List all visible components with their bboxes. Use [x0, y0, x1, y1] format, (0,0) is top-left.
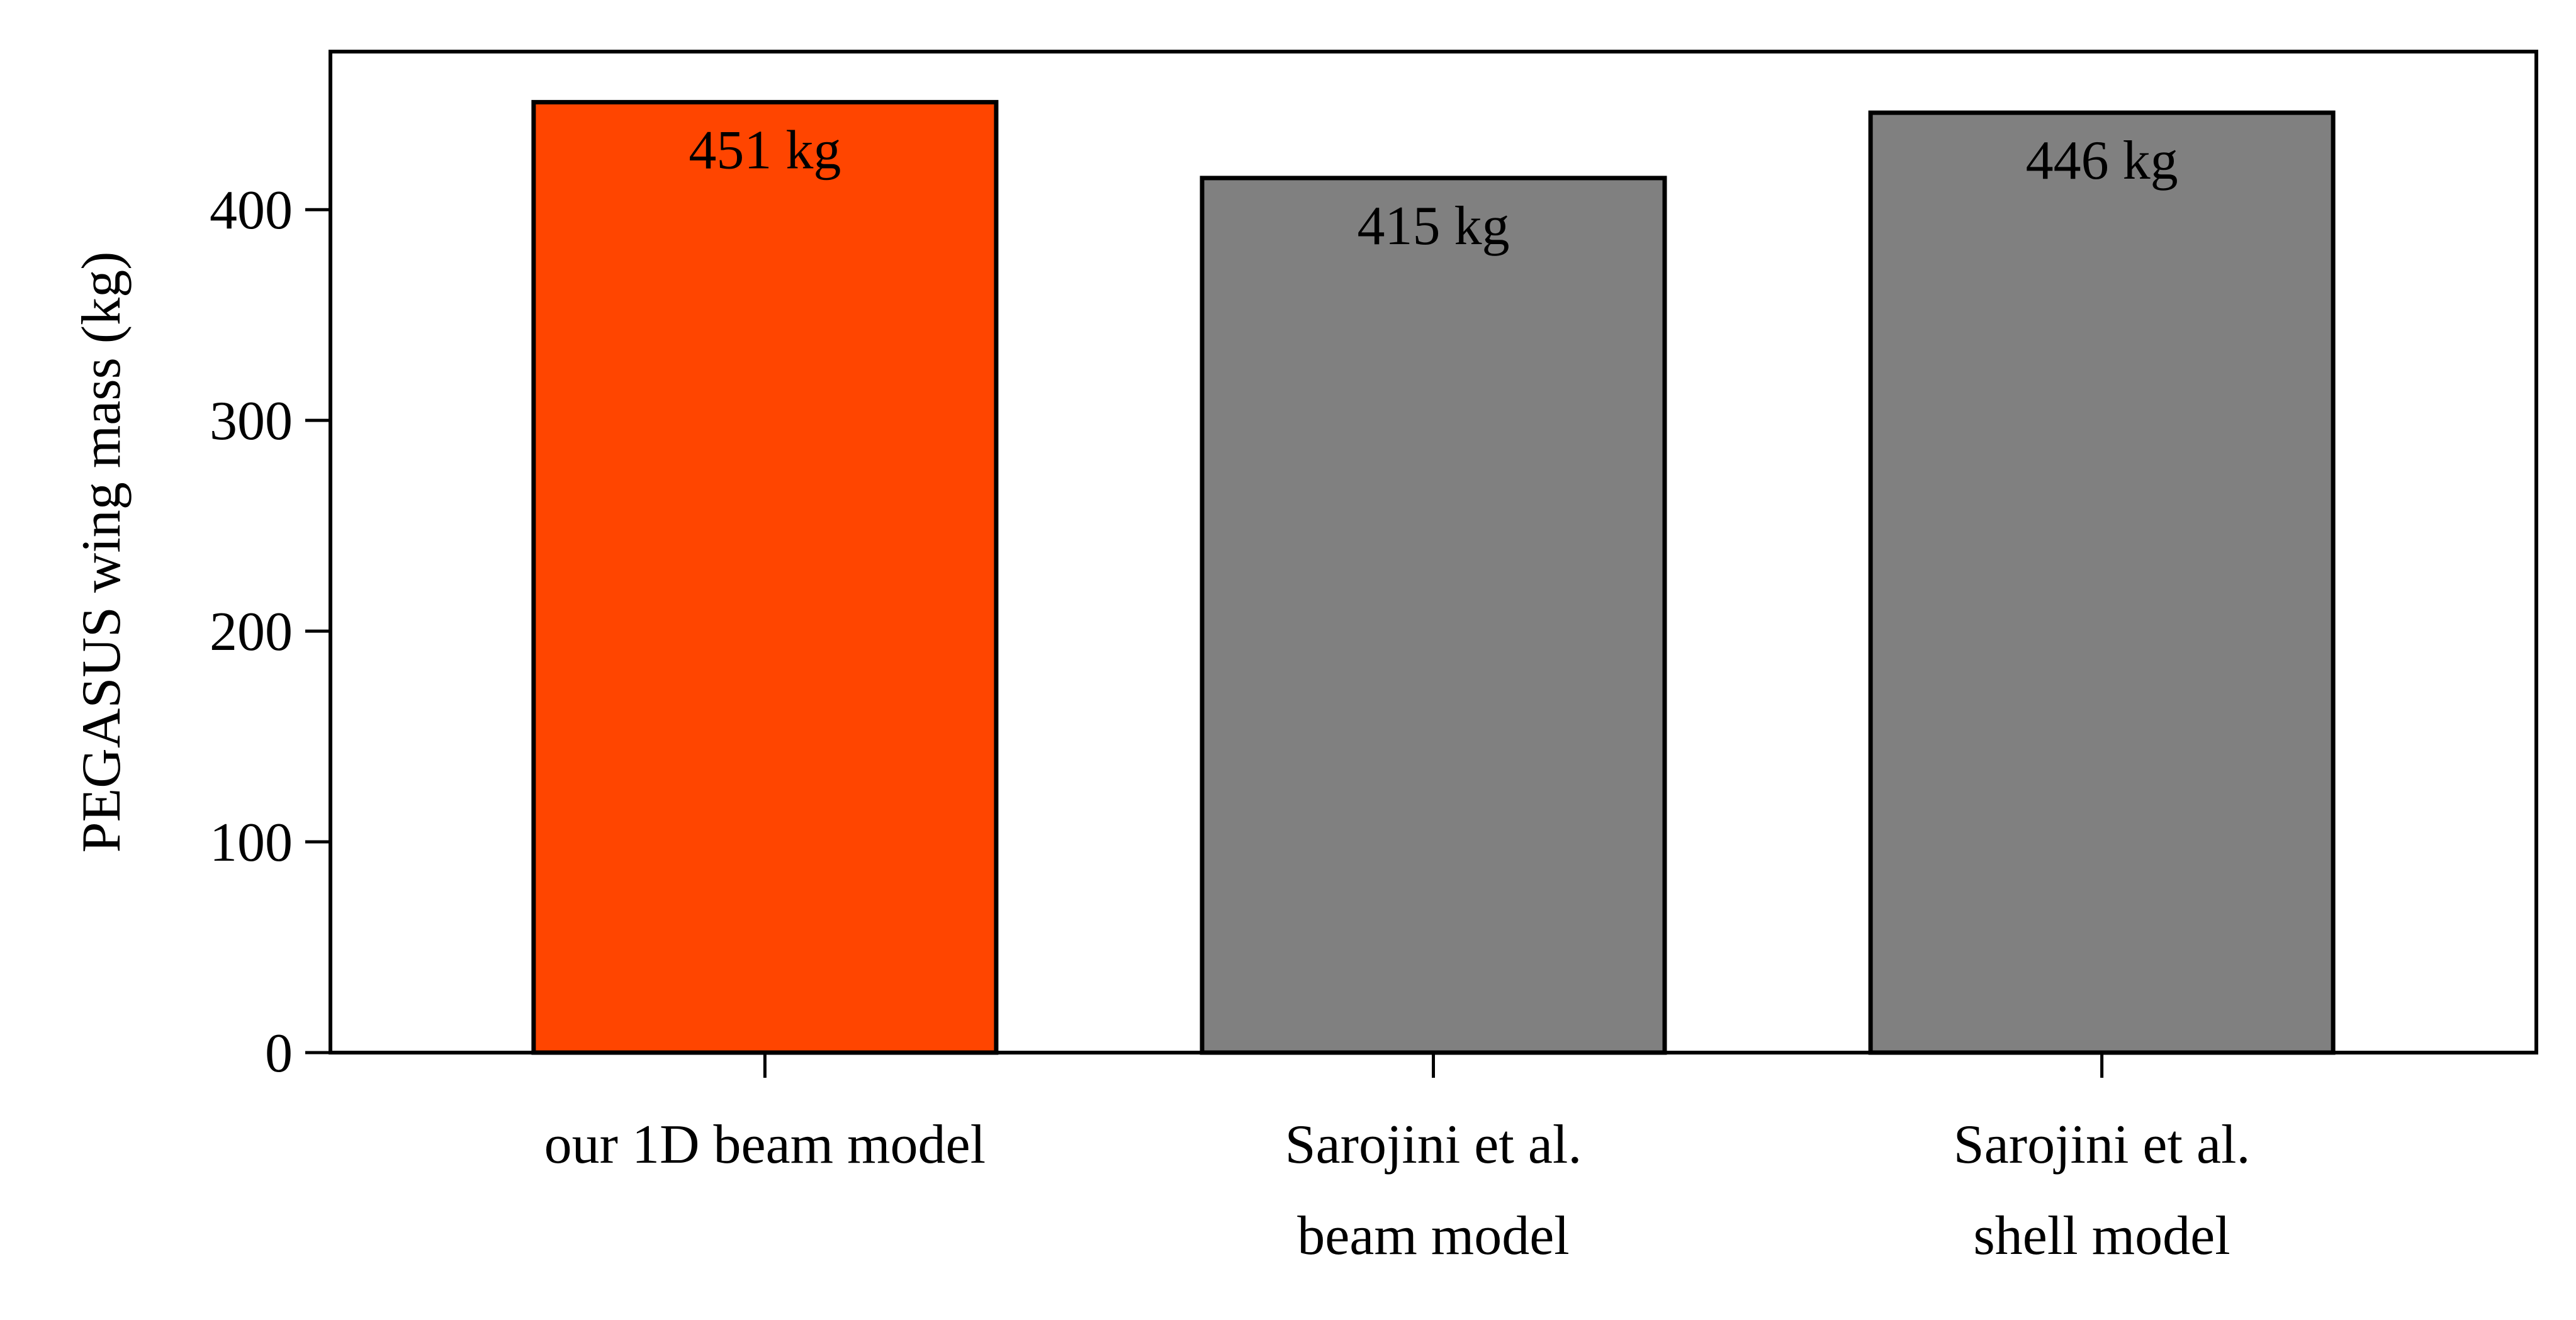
x-tick-label-line: our 1D beam model	[544, 1114, 986, 1175]
y-axis-title: PEGASUS wing mass (kg)	[71, 252, 132, 853]
x-axis: our 1D beam model Sarojini et al. beam mod…	[544, 1053, 2251, 1267]
data-labels-layer: 451 kg 415 kg 446 kg	[689, 120, 2178, 257]
bar-value-label: 446 kg	[2026, 130, 2178, 191]
bar-value-label: 451 kg	[689, 120, 841, 181]
bar	[531, 99, 999, 1055]
x-tick-label-line: Sarojini et al.	[1954, 1114, 2251, 1175]
y-tick-label: 300	[210, 391, 293, 452]
y-tick-label: 0	[265, 1023, 293, 1084]
bar	[1200, 176, 1667, 1055]
x-tick-label-line: beam model	[1297, 1205, 1570, 1267]
x-tick-label: Sarojini et al. beam model	[1285, 1114, 1582, 1267]
x-tick-label: our 1D beam model	[544, 1114, 986, 1175]
y-axis: 0 100 200 300 400	[210, 180, 330, 1084]
y-tick-label: 100	[210, 812, 293, 873]
y-tick-label: 400	[210, 180, 293, 241]
x-tick-label-line: Sarojini et al.	[1285, 1114, 1582, 1175]
x-tick-label-line: shell model	[1974, 1205, 2230, 1267]
bar-value-label: 415 kg	[1358, 196, 1510, 257]
y-tick-label: 200	[210, 601, 293, 663]
bars-layer	[531, 99, 2336, 1055]
x-tick-label: Sarojini et al. shell model	[1954, 1114, 2251, 1267]
bar	[1868, 110, 2336, 1055]
